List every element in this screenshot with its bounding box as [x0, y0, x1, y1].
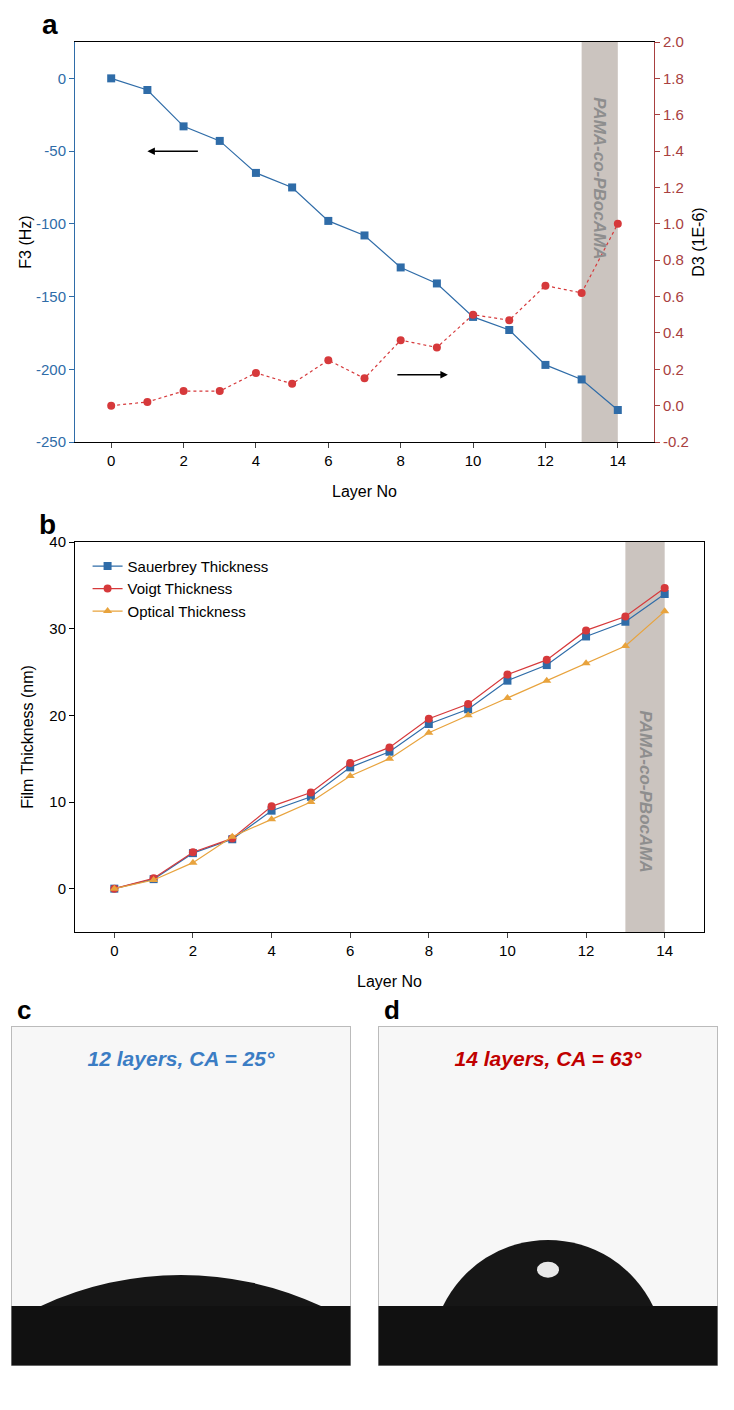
svg-text:20: 20	[49, 707, 66, 724]
svg-text:-150: -150	[36, 288, 66, 305]
svg-text:PAMA-co-PBocAMA: PAMA-co-PBocAMA	[636, 711, 655, 873]
svg-text:30: 30	[49, 620, 66, 637]
svg-text:1.2: 1.2	[663, 179, 684, 196]
svg-text:b: b	[39, 509, 56, 540]
svg-text:10: 10	[499, 942, 516, 959]
svg-text:0.2: 0.2	[663, 361, 684, 378]
svg-text:-0.2: -0.2	[663, 433, 689, 450]
html-text:c: c	[17, 995, 32, 1025]
svg-text:Sauerbrey Thickness: Sauerbrey Thickness	[128, 558, 269, 575]
svg-text:-50: -50	[44, 142, 66, 159]
svg-text:2: 2	[179, 452, 187, 469]
svg-text:14: 14	[656, 942, 673, 959]
svg-text:4: 4	[267, 942, 275, 959]
svg-text:8: 8	[397, 452, 405, 469]
svg-text:1.0: 1.0	[663, 215, 684, 232]
svg-text:Layer No: Layer No	[357, 973, 422, 990]
svg-text:D3 (1E-6): D3 (1E-6)	[690, 207, 707, 276]
svg-text:Optical Thickness: Optical Thickness	[128, 603, 246, 620]
svg-text:0: 0	[58, 880, 66, 897]
svg-text:12: 12	[537, 452, 554, 469]
svg-text:1.4: 1.4	[663, 142, 684, 159]
svg-text:Film Thickness (nm): Film Thickness (nm)	[19, 665, 36, 809]
svg-text:10: 10	[49, 793, 66, 810]
svg-text:6: 6	[324, 452, 332, 469]
svg-text:2.0: 2.0	[663, 33, 684, 50]
svg-text:Voigt Thickness: Voigt Thickness	[128, 580, 233, 597]
svg-text:1.8: 1.8	[663, 70, 684, 87]
svg-text:0.8: 0.8	[663, 251, 684, 268]
svg-text:14: 14	[609, 452, 626, 469]
svg-text:0: 0	[58, 70, 66, 87]
svg-text:6: 6	[346, 942, 354, 959]
svg-text:PAMA-co-PBocAMA: PAMA-co-PBocAMA	[590, 97, 609, 259]
svg-text:-100: -100	[36, 215, 66, 232]
svg-text:0.0: 0.0	[663, 397, 684, 414]
svg-text:-200: -200	[36, 361, 66, 378]
svg-text:0: 0	[110, 942, 118, 959]
svg-text:4: 4	[252, 452, 260, 469]
html-text:d: d	[384, 995, 400, 1025]
svg-text:a: a	[42, 9, 58, 40]
svg-text:14 layers, CA = 63°: 14 layers, CA = 63°	[455, 1047, 642, 1070]
svg-text:-250: -250	[36, 433, 66, 450]
svg-text:8: 8	[425, 942, 433, 959]
svg-text:0.4: 0.4	[663, 324, 684, 341]
svg-text:12 layers, CA = 25°: 12 layers, CA = 25°	[88, 1047, 275, 1070]
svg-text:Layer No: Layer No	[332, 483, 397, 500]
svg-text:12: 12	[578, 942, 595, 959]
svg-text:0.6: 0.6	[663, 288, 684, 305]
svg-text:1.6: 1.6	[663, 106, 684, 123]
svg-text:F3 (Hz): F3 (Hz)	[17, 215, 34, 268]
svg-text:2: 2	[189, 942, 197, 959]
svg-text:10: 10	[465, 452, 482, 469]
svg-text:40: 40	[49, 533, 66, 550]
svg-text:0: 0	[107, 452, 115, 469]
